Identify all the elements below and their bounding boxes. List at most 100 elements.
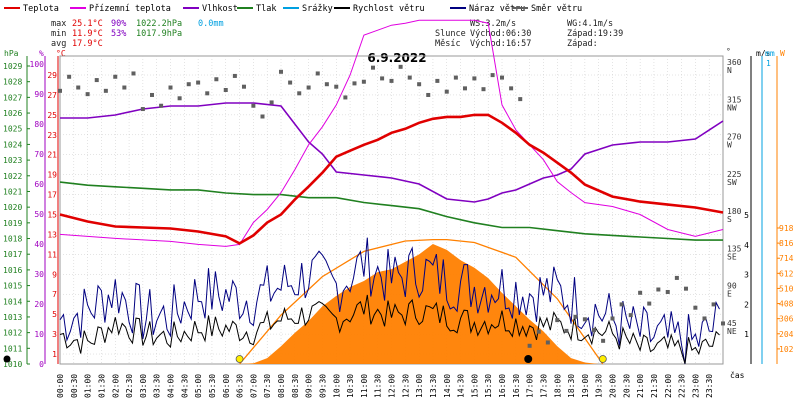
wind-dir-point xyxy=(196,80,201,85)
tick-time: 17:00 xyxy=(526,374,535,398)
tick-wind-compass: NW xyxy=(727,103,737,112)
tick-time: 10:00 xyxy=(332,374,341,398)
tick-pressure: 1025 xyxy=(3,125,22,134)
tick-wind-dir: 315 xyxy=(727,95,742,104)
tick-temperature: 17 xyxy=(47,191,57,200)
wind-dir-point xyxy=(591,328,596,333)
wind-dir-point xyxy=(260,114,265,119)
wind-dir-point xyxy=(481,87,486,92)
tick-pressure: 1023 xyxy=(3,156,22,165)
wind-dir-point xyxy=(702,316,707,321)
wind-dir-point xyxy=(545,340,550,345)
tick-time: 05:00 xyxy=(194,374,203,398)
tick-time: 03:00 xyxy=(139,374,148,398)
tick-solar: 612 xyxy=(779,269,794,278)
tick-humidity: 30 xyxy=(34,270,44,279)
axes: hPa% °C ° m/smm Wčas101010111012101310141015… xyxy=(3,47,794,398)
stats-box: max 25.1°C 90% 1022.2hPa 0.0mm min 11.9°… xyxy=(51,19,224,49)
tick-wind-compass: SE xyxy=(727,252,737,261)
markers xyxy=(3,355,607,363)
wind-astro-box: WS:3.2m/s WG:4.1m/s Slunce Východ:06:30 … xyxy=(435,19,623,49)
tick-solar: 816 xyxy=(779,239,794,248)
tick-time: 13:00 xyxy=(415,374,424,398)
tick-time: 22:30 xyxy=(678,374,687,398)
wind-dir-point xyxy=(76,85,81,90)
tick-rain: 1 xyxy=(766,59,771,68)
tick-time: 06:00 xyxy=(222,374,231,398)
tick-pressure: 1018 xyxy=(3,235,22,244)
wind-dir-point xyxy=(269,100,274,105)
tick-wind-compass: NE xyxy=(727,327,737,336)
tick-time: 13:30 xyxy=(429,374,438,398)
wind-dir-point xyxy=(223,88,228,93)
tick-time: 08:30 xyxy=(291,374,300,398)
wind-dir-point xyxy=(251,103,256,108)
wind-dir-point xyxy=(536,329,541,334)
wind-dir-point xyxy=(113,74,118,79)
tick-time: 07:00 xyxy=(249,374,258,398)
stats-avg-temp: 17.9°C xyxy=(72,39,103,49)
axis-unit-mm: mm xyxy=(765,49,775,58)
tick-time: 15:00 xyxy=(470,374,479,398)
wind-dir-point xyxy=(85,92,90,97)
stats-avg-label: avg xyxy=(51,39,66,49)
wind-dir-point xyxy=(628,313,633,318)
tick-time: 21:00 xyxy=(636,374,645,398)
stats-max-hum: 90% xyxy=(111,19,126,29)
wind-dir-point xyxy=(638,290,643,295)
series-temperature xyxy=(59,113,724,245)
legend-label: Teplota xyxy=(23,4,59,14)
tick-time: 15:30 xyxy=(484,374,493,398)
wind-dir-point xyxy=(683,286,688,291)
tick-pressure: 1027 xyxy=(3,93,22,102)
wind-dir-point xyxy=(241,84,246,89)
tick-time: 01:30 xyxy=(97,374,106,398)
tick-time: 12:00 xyxy=(388,374,397,398)
series-wind-speed xyxy=(59,294,720,364)
wind-dir-point xyxy=(398,64,403,69)
legend-label: Rychlost větru xyxy=(353,4,425,14)
tick-time: 12:30 xyxy=(401,374,410,398)
series xyxy=(58,19,725,365)
wind-dir-point xyxy=(58,88,62,93)
legend-label: Vlhkost xyxy=(202,4,238,14)
tick-time: 06:30 xyxy=(236,374,245,398)
axis-label-time: čas xyxy=(730,370,745,380)
wind-dir-point xyxy=(343,95,348,100)
tick-wind-speed: 3 xyxy=(744,271,749,280)
wind-dir-point xyxy=(361,79,366,84)
tick-wind-dir: 270 xyxy=(727,133,742,142)
tick-humidity: 60 xyxy=(34,180,44,189)
tick-time: 10:30 xyxy=(346,374,355,398)
tick-temperature: 21 xyxy=(47,151,57,160)
tick-time: 01:00 xyxy=(84,374,93,398)
stats-min-temp: 11.9°C xyxy=(72,29,103,39)
legend-label: Srážky xyxy=(302,4,333,14)
wind-dir-point xyxy=(647,301,652,306)
tick-time: 23:30 xyxy=(705,374,714,398)
wind-dir-point xyxy=(407,75,412,80)
tick-humidity: 100 xyxy=(30,60,45,69)
wind-dir-point xyxy=(711,302,716,307)
tick-pressure: 1026 xyxy=(3,109,22,118)
tick-time: 02:30 xyxy=(125,374,134,398)
tick-time: 19:30 xyxy=(595,374,604,398)
wind-dir-point xyxy=(435,78,440,83)
series-ground-temperature xyxy=(59,19,724,247)
tick-wind-dir: 45 xyxy=(727,319,737,328)
moon-label: Měsíc xyxy=(435,39,461,49)
legend-label: Tlak xyxy=(256,4,276,14)
tick-humidity: 50 xyxy=(34,210,44,219)
tick-time: 00:30 xyxy=(70,374,79,398)
wind-dir-point xyxy=(417,82,422,87)
tick-humidity: 0 xyxy=(39,360,44,369)
tick-pressure: 1015 xyxy=(3,282,22,291)
tick-time: 14:30 xyxy=(457,374,466,398)
tick-wind-speed: 5 xyxy=(744,211,749,220)
tick-wind-dir: 135 xyxy=(727,244,742,253)
moon-rise: Východ:16:57 xyxy=(470,39,531,49)
wind-dir-point xyxy=(315,71,320,76)
tick-pressure: 1014 xyxy=(3,297,22,306)
axis-unit-ms: m/s xyxy=(756,49,771,58)
tick-pressure: 1016 xyxy=(3,266,22,275)
